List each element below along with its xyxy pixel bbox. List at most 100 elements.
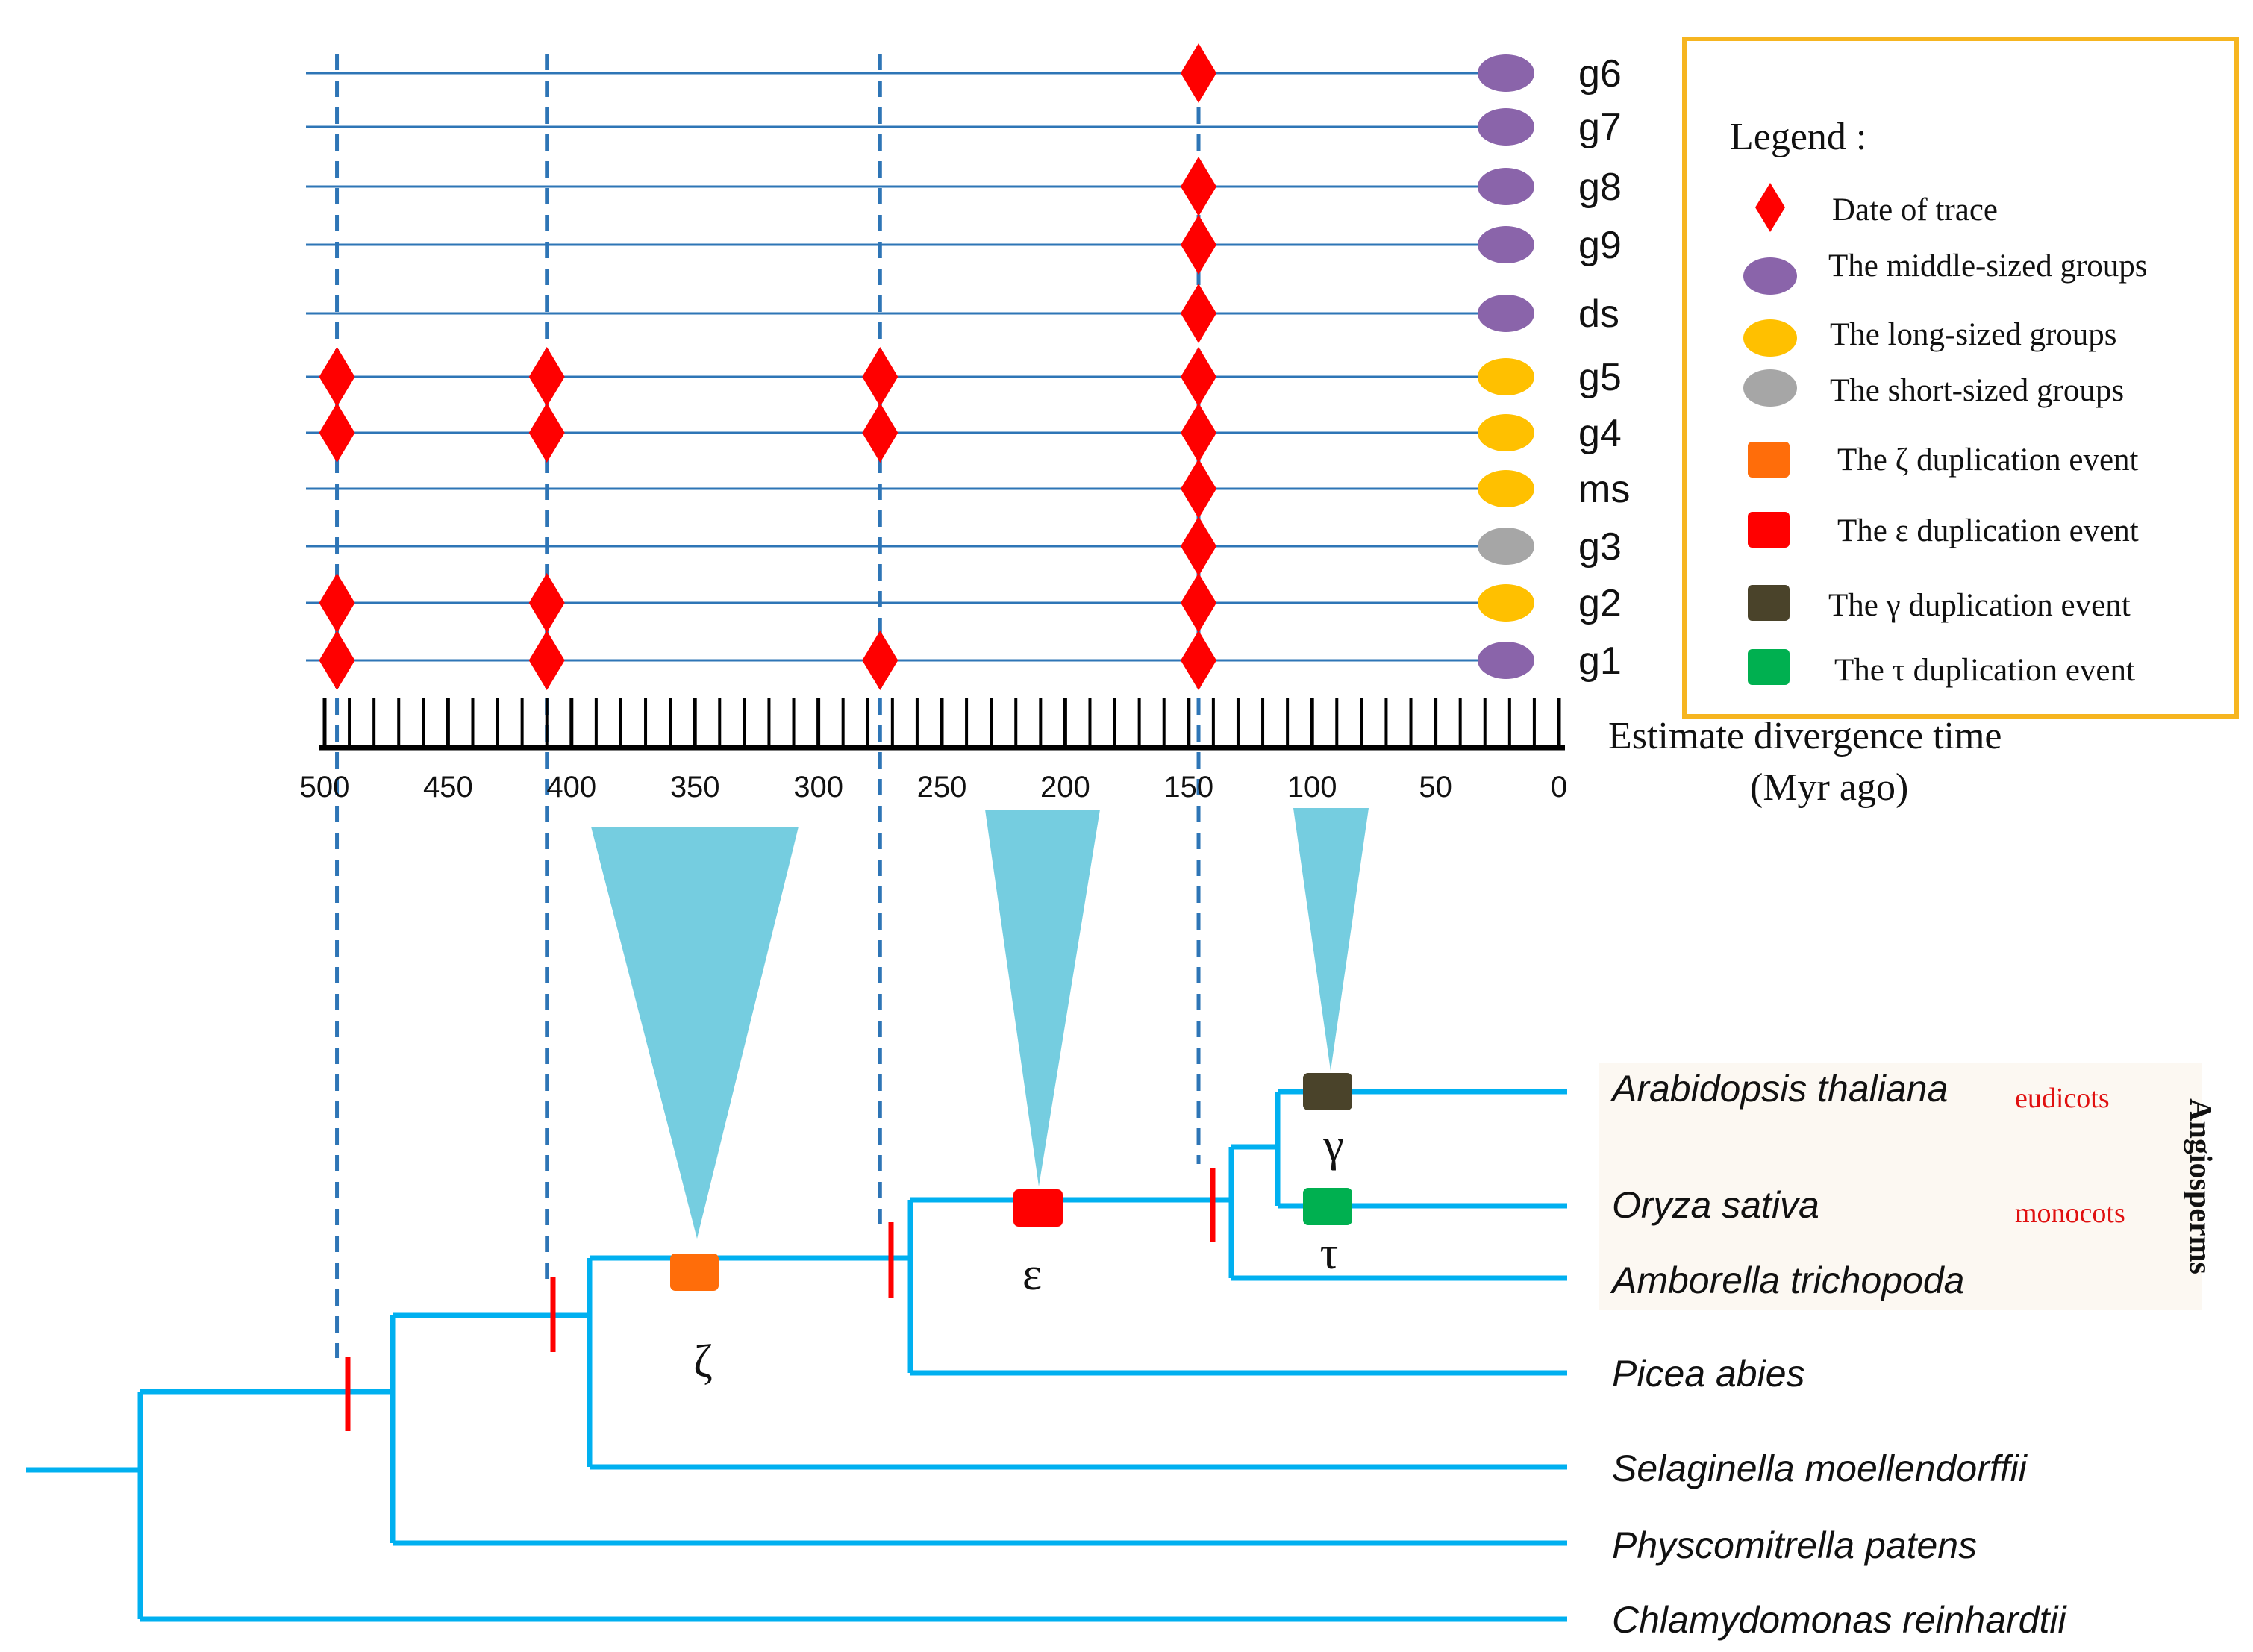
legend-zeta-square-icon (1748, 442, 1790, 478)
legend-label-short: The short-sized groups (1830, 373, 2124, 408)
gene-row-g2: g2 (306, 573, 1622, 633)
gene-row-g3: g3 (306, 516, 1622, 576)
gene-row-g9: g9 (306, 215, 1622, 275)
legend-tau-square-icon (1748, 649, 1790, 685)
gene-label: g2 (1578, 582, 1622, 625)
legend-label-epsilon: The ε duplication event (1837, 513, 2139, 548)
gene-row-g4: g4 (306, 403, 1622, 463)
trace-diamond (1181, 459, 1217, 519)
gene-label: g4 (1578, 412, 1622, 455)
trace-diamond (1181, 403, 1217, 463)
gene-label: g3 (1578, 525, 1622, 569)
gene-label: g1 (1578, 639, 1622, 683)
tick-label-50: 50 (1419, 771, 1452, 804)
legend-long-group-icon (1743, 319, 1797, 357)
trace-diamond (528, 573, 565, 633)
trace-diamond (528, 631, 565, 690)
tick-label-300: 300 (793, 771, 843, 804)
tick-label-400: 400 (546, 771, 596, 804)
gene-row-g8: g8 (306, 157, 1622, 216)
trace-diamond (1181, 43, 1217, 103)
trace-diamond (319, 573, 355, 633)
legend-middle-group-icon (1743, 257, 1797, 295)
trace-diamond (528, 347, 565, 407)
trace-diamond (319, 403, 355, 463)
gene-row-ms: ms (306, 459, 1630, 519)
legend: Legend : Date of trace The middle-sized … (1682, 37, 2239, 719)
gene-rows: g6 g7 g8 g9 ds g5 g4 ms g3 g2 g1 (306, 43, 1630, 690)
zeta-label: ζ (693, 1336, 713, 1387)
tick-label-350: 350 (670, 771, 720, 804)
gene-label: ms (1578, 468, 1630, 511)
species-chlamydomonas: Chlamydomonas reinhardtii (1612, 1599, 2068, 1641)
axis-title: Estimate divergence time (1608, 715, 2002, 757)
legend-label-long: The long-sized groups (1830, 317, 2117, 352)
trace-diamond (862, 347, 899, 407)
tick-label-250: 250 (917, 771, 967, 804)
group-ellipse-long (1478, 414, 1534, 451)
gamma-wedge (1293, 808, 1369, 1071)
legend-short-group-icon (1743, 369, 1797, 407)
angiosperms-highlight (1599, 1063, 2202, 1310)
epsilon-wedge (985, 810, 1100, 1186)
gamma-label: γ (1322, 1120, 1343, 1171)
duplication-events: ζ ε γ τ (670, 1073, 1352, 1387)
gene-label: g8 (1578, 166, 1622, 209)
tau-event-marker (1303, 1188, 1352, 1225)
trace-diamond (862, 403, 899, 463)
epsilon-event-marker (1013, 1189, 1063, 1227)
gene-row-g5: g5 (306, 347, 1622, 407)
legend-label-tau: The τ duplication event (1834, 653, 2135, 688)
trace-diamond (319, 347, 355, 407)
gene-label: ds (1578, 292, 1619, 336)
gene-row-g7: g7 (306, 106, 1622, 149)
gene-label: g9 (1578, 224, 1622, 267)
trace-diamond (1181, 347, 1217, 407)
zeta-wedge (591, 827, 799, 1239)
group-ellipse-middle (1478, 226, 1534, 263)
legend-epsilon-square-icon (1748, 512, 1790, 548)
tick-label-500: 500 (300, 771, 350, 804)
species-labels: Arabidopsis thaliana Oryza sativa Ambore… (1610, 1068, 2068, 1641)
gene-row-g1: g1 (306, 631, 1622, 690)
gamma-event-marker (1303, 1073, 1352, 1110)
trace-diamond (319, 631, 355, 690)
axis-unit: (Myr ago) (1750, 766, 1908, 809)
trace-diamond (862, 631, 899, 690)
tree-trace-ticks (345, 1168, 1216, 1431)
legend-gamma-square-icon (1748, 585, 1790, 621)
tau-label: τ (1320, 1228, 1339, 1279)
legend-diamond-icon (1755, 183, 1785, 232)
trace-diamond (1181, 215, 1217, 275)
gene-label: g7 (1578, 106, 1622, 149)
clade-eudicots: eudicots (2015, 1083, 2110, 1114)
trace-diamond (1181, 284, 1217, 343)
trace-diamond (1181, 516, 1217, 576)
angiosperms-label: Angiosperms (2183, 1098, 2217, 1274)
gene-row-ds: ds (306, 284, 1619, 343)
group-ellipse-middle (1478, 168, 1534, 205)
gene-label: g5 (1578, 356, 1622, 399)
group-ellipse-middle (1478, 295, 1534, 332)
species-picea: Picea abies (1612, 1353, 1805, 1395)
legend-label-trace: Date of trace (1832, 193, 1998, 228)
legend-label-gamma: The γ duplication event (1828, 588, 2131, 623)
group-ellipse-long (1478, 584, 1534, 622)
legend-label-zeta: The ζ duplication event (1837, 442, 2139, 478)
group-ellipse-long (1478, 470, 1534, 507)
tick-label-150: 150 (1163, 771, 1213, 804)
legend-title: Legend : (1730, 116, 1866, 158)
trace-diamond (528, 403, 565, 463)
trace-diamond (1181, 157, 1217, 216)
species-arabidopsis: Arabidopsis thaliana (1610, 1068, 1948, 1110)
trace-diamond (1181, 573, 1217, 633)
species-amborella: Amborella trichopoda (1610, 1260, 1965, 1301)
tick-label-0: 0 (1551, 771, 1567, 804)
tick-label-450: 450 (423, 771, 473, 804)
zeta-event-marker (670, 1254, 719, 1291)
group-ellipse-long (1478, 358, 1534, 395)
epsilon-label: ε (1022, 1249, 1042, 1300)
species-selaginella: Selaginella moellendorffii (1612, 1448, 2028, 1489)
time-axis: 500 450 400 350 300 250 200 150 100 50 0 (300, 698, 1567, 804)
